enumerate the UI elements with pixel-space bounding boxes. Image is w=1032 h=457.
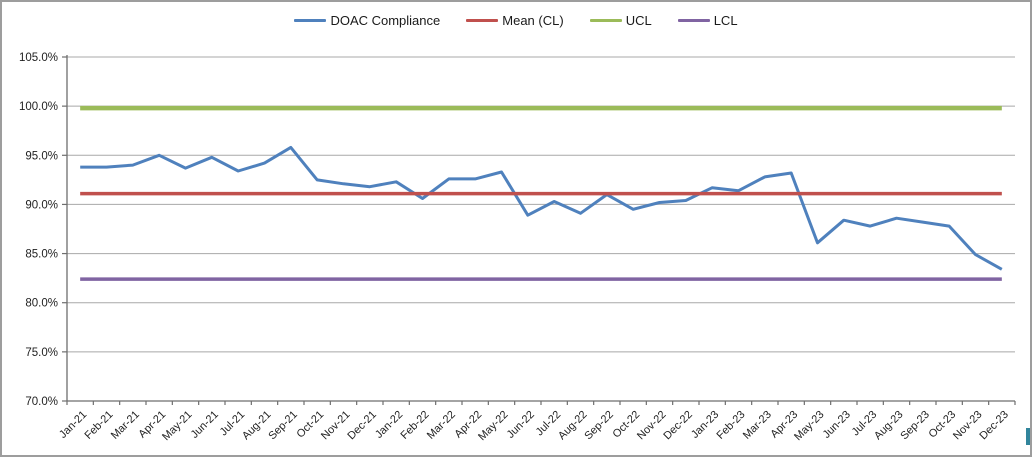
x-axis-label: Mar-22	[425, 409, 458, 442]
x-axis-label: Feb-23	[714, 409, 747, 442]
legend-line-swatch-purple	[677, 19, 710, 22]
x-axis-label: Feb-22	[398, 409, 431, 442]
y-axis-label: 75.0%	[25, 347, 58, 359]
x-axis-label: Feb-21	[82, 409, 115, 442]
y-axis-label: 90.0%	[25, 199, 58, 211]
x-axis-label: Dec-21	[345, 409, 379, 443]
x-axis-label: Jun-23	[821, 409, 853, 441]
chart-legend: DOAC Compliance Mean (CL) UCL LCL	[2, 14, 1030, 27]
x-axis-label: Dec-23	[977, 409, 1011, 443]
y-axis-label: 100.0%	[19, 101, 58, 113]
y-axis-label: 85.0%	[25, 249, 58, 261]
y-axis-label: 105.0%	[19, 52, 58, 64]
legend-item-doac-compliance: DOAC Compliance	[294, 14, 440, 27]
y-axis-label: 80.0%	[25, 298, 58, 310]
legend-line-swatch-blue	[294, 19, 327, 22]
x-axis-label: Mar-23	[741, 409, 774, 442]
series-line-doac-compliance	[80, 145, 1003, 271]
legend-item-ucl: UCL	[589, 13, 652, 28]
legend-item-mean-cl: Mean (CL)	[466, 13, 564, 28]
legend-label: LCL	[713, 13, 738, 28]
legend-label: Mean (CL)	[502, 13, 564, 28]
legend-line-swatch-red	[466, 19, 499, 22]
x-axis-label: Mar-21	[109, 409, 142, 442]
legend-line-swatch-green	[589, 19, 622, 22]
x-axis-label: Jun-22	[505, 409, 537, 441]
x-axis-label: Sep-22	[582, 409, 616, 443]
chart-edge-artifact	[1026, 428, 1030, 445]
x-axis-label: May-23	[792, 409, 826, 443]
x-axis-label: May-21	[160, 409, 194, 443]
x-axis-label: Jun-21	[189, 409, 221, 441]
legend-item-lcl: LCL	[677, 13, 738, 28]
x-axis-label: Sep-21	[266, 409, 300, 443]
x-axis-label: Sep-23	[898, 409, 932, 443]
x-axis-label: Dec-22	[661, 409, 695, 443]
x-axis-label: May-22	[476, 409, 510, 443]
legend-label: DOAC Compliance	[330, 13, 441, 28]
legend-label: UCL	[625, 13, 652, 28]
y-axis-label: 95.0%	[25, 150, 58, 162]
y-axis-label: 70.0%	[25, 396, 58, 408]
